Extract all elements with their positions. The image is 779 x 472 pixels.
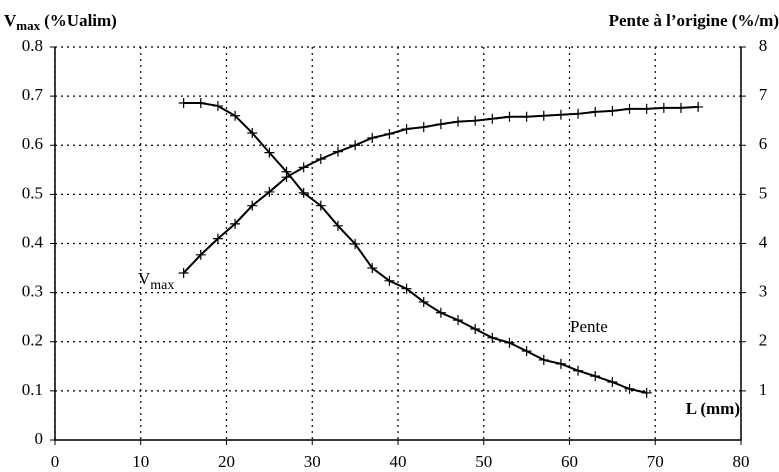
y2-tick-label: 8 bbox=[759, 36, 768, 55]
y-tick-label: 0.5 bbox=[22, 183, 43, 202]
point-marker bbox=[367, 263, 378, 274]
point-marker bbox=[401, 124, 412, 135]
point-marker bbox=[418, 296, 429, 307]
point-marker bbox=[538, 110, 549, 121]
y-tick-label: 0.2 bbox=[22, 331, 43, 350]
point-marker bbox=[453, 315, 464, 326]
series-label: Pente bbox=[570, 317, 608, 336]
point-marker bbox=[487, 113, 498, 124]
x-tick-label: 50 bbox=[475, 452, 492, 471]
point-marker bbox=[538, 354, 549, 365]
x-axis-label: L (mm) bbox=[686, 399, 740, 418]
y2-tick-label: 2 bbox=[759, 331, 768, 350]
point-marker bbox=[573, 365, 584, 376]
y2-tick-label: 4 bbox=[759, 232, 768, 251]
x-tick-label: 30 bbox=[304, 452, 321, 471]
point-marker bbox=[693, 101, 704, 112]
y-tick-label: 0.7 bbox=[22, 85, 44, 104]
point-marker bbox=[212, 100, 223, 111]
point-marker bbox=[555, 109, 566, 120]
y-tick-label: 0.8 bbox=[22, 36, 43, 55]
point-marker bbox=[521, 346, 532, 357]
point-marker bbox=[195, 249, 206, 260]
axis-frame bbox=[54, 47, 742, 441]
y-tick-label: 0 bbox=[35, 429, 44, 448]
point-marker bbox=[332, 220, 343, 231]
point-marker bbox=[453, 116, 464, 127]
point-marker bbox=[332, 146, 343, 157]
x-tick-label: 40 bbox=[390, 452, 407, 471]
point-marker bbox=[590, 371, 601, 382]
series-label: Vmax bbox=[138, 269, 174, 293]
point-marker bbox=[418, 122, 429, 133]
point-marker bbox=[195, 98, 206, 109]
y2-tick-label: 5 bbox=[759, 183, 768, 202]
point-marker bbox=[658, 102, 669, 113]
point-marker bbox=[178, 98, 189, 109]
point-marker bbox=[607, 105, 618, 116]
point-marker bbox=[641, 387, 652, 398]
point-marker bbox=[230, 110, 241, 121]
y2-tick-label: 7 bbox=[759, 85, 768, 104]
point-marker bbox=[264, 186, 275, 197]
point-marker bbox=[641, 103, 652, 114]
y-tick-label: 0.4 bbox=[22, 232, 44, 251]
point-marker bbox=[350, 140, 361, 151]
y2-tick-label: 6 bbox=[759, 134, 768, 153]
point-marker bbox=[590, 106, 601, 117]
y-tick-label: 0.6 bbox=[22, 134, 43, 153]
y-tick-label: 0.3 bbox=[22, 282, 43, 301]
point-marker bbox=[178, 267, 189, 278]
point-marker bbox=[401, 283, 412, 294]
point-marker bbox=[504, 111, 515, 122]
point-marker bbox=[573, 108, 584, 119]
point-marker bbox=[367, 132, 378, 143]
point-marker bbox=[435, 307, 446, 318]
point-marker bbox=[315, 154, 326, 165]
x-tick-label: 0 bbox=[51, 452, 60, 471]
y-tick-label: 0.1 bbox=[22, 380, 43, 399]
point-marker bbox=[298, 187, 309, 198]
x-tick-label: 10 bbox=[132, 452, 149, 471]
y2-tick-label: 1 bbox=[759, 380, 768, 399]
point-marker bbox=[624, 103, 635, 114]
point-marker bbox=[298, 162, 309, 173]
point-marker bbox=[470, 323, 481, 334]
y2-axis-label: Pente à l’origine (%/m) bbox=[609, 11, 779, 30]
point-marker bbox=[247, 127, 258, 138]
point-marker bbox=[247, 200, 258, 211]
point-marker bbox=[504, 337, 515, 348]
point-marker bbox=[212, 233, 223, 244]
point-marker bbox=[281, 166, 292, 177]
x-tick-label: 60 bbox=[561, 452, 578, 471]
series-line bbox=[182, 105, 699, 274]
point-marker bbox=[435, 119, 446, 130]
point-marker bbox=[624, 383, 635, 394]
series-line bbox=[183, 102, 647, 394]
point-marker bbox=[555, 358, 566, 369]
point-marker bbox=[350, 238, 361, 249]
point-marker bbox=[470, 115, 481, 126]
point-marker bbox=[264, 147, 275, 158]
point-marker bbox=[230, 218, 241, 229]
point-marker bbox=[384, 275, 395, 286]
point-marker bbox=[315, 200, 326, 211]
point-marker bbox=[675, 102, 686, 113]
x-tick-label: 70 bbox=[647, 452, 664, 471]
x-tick-label: 20 bbox=[218, 452, 235, 471]
point-marker bbox=[487, 332, 498, 343]
point-marker bbox=[521, 111, 532, 122]
point-marker bbox=[384, 128, 395, 139]
y-axis-label: Vmax (%Ualim) bbox=[4, 11, 117, 33]
x-tick-label: 80 bbox=[733, 452, 750, 471]
y2-tick-label: 3 bbox=[759, 282, 768, 301]
point-marker bbox=[607, 377, 618, 388]
